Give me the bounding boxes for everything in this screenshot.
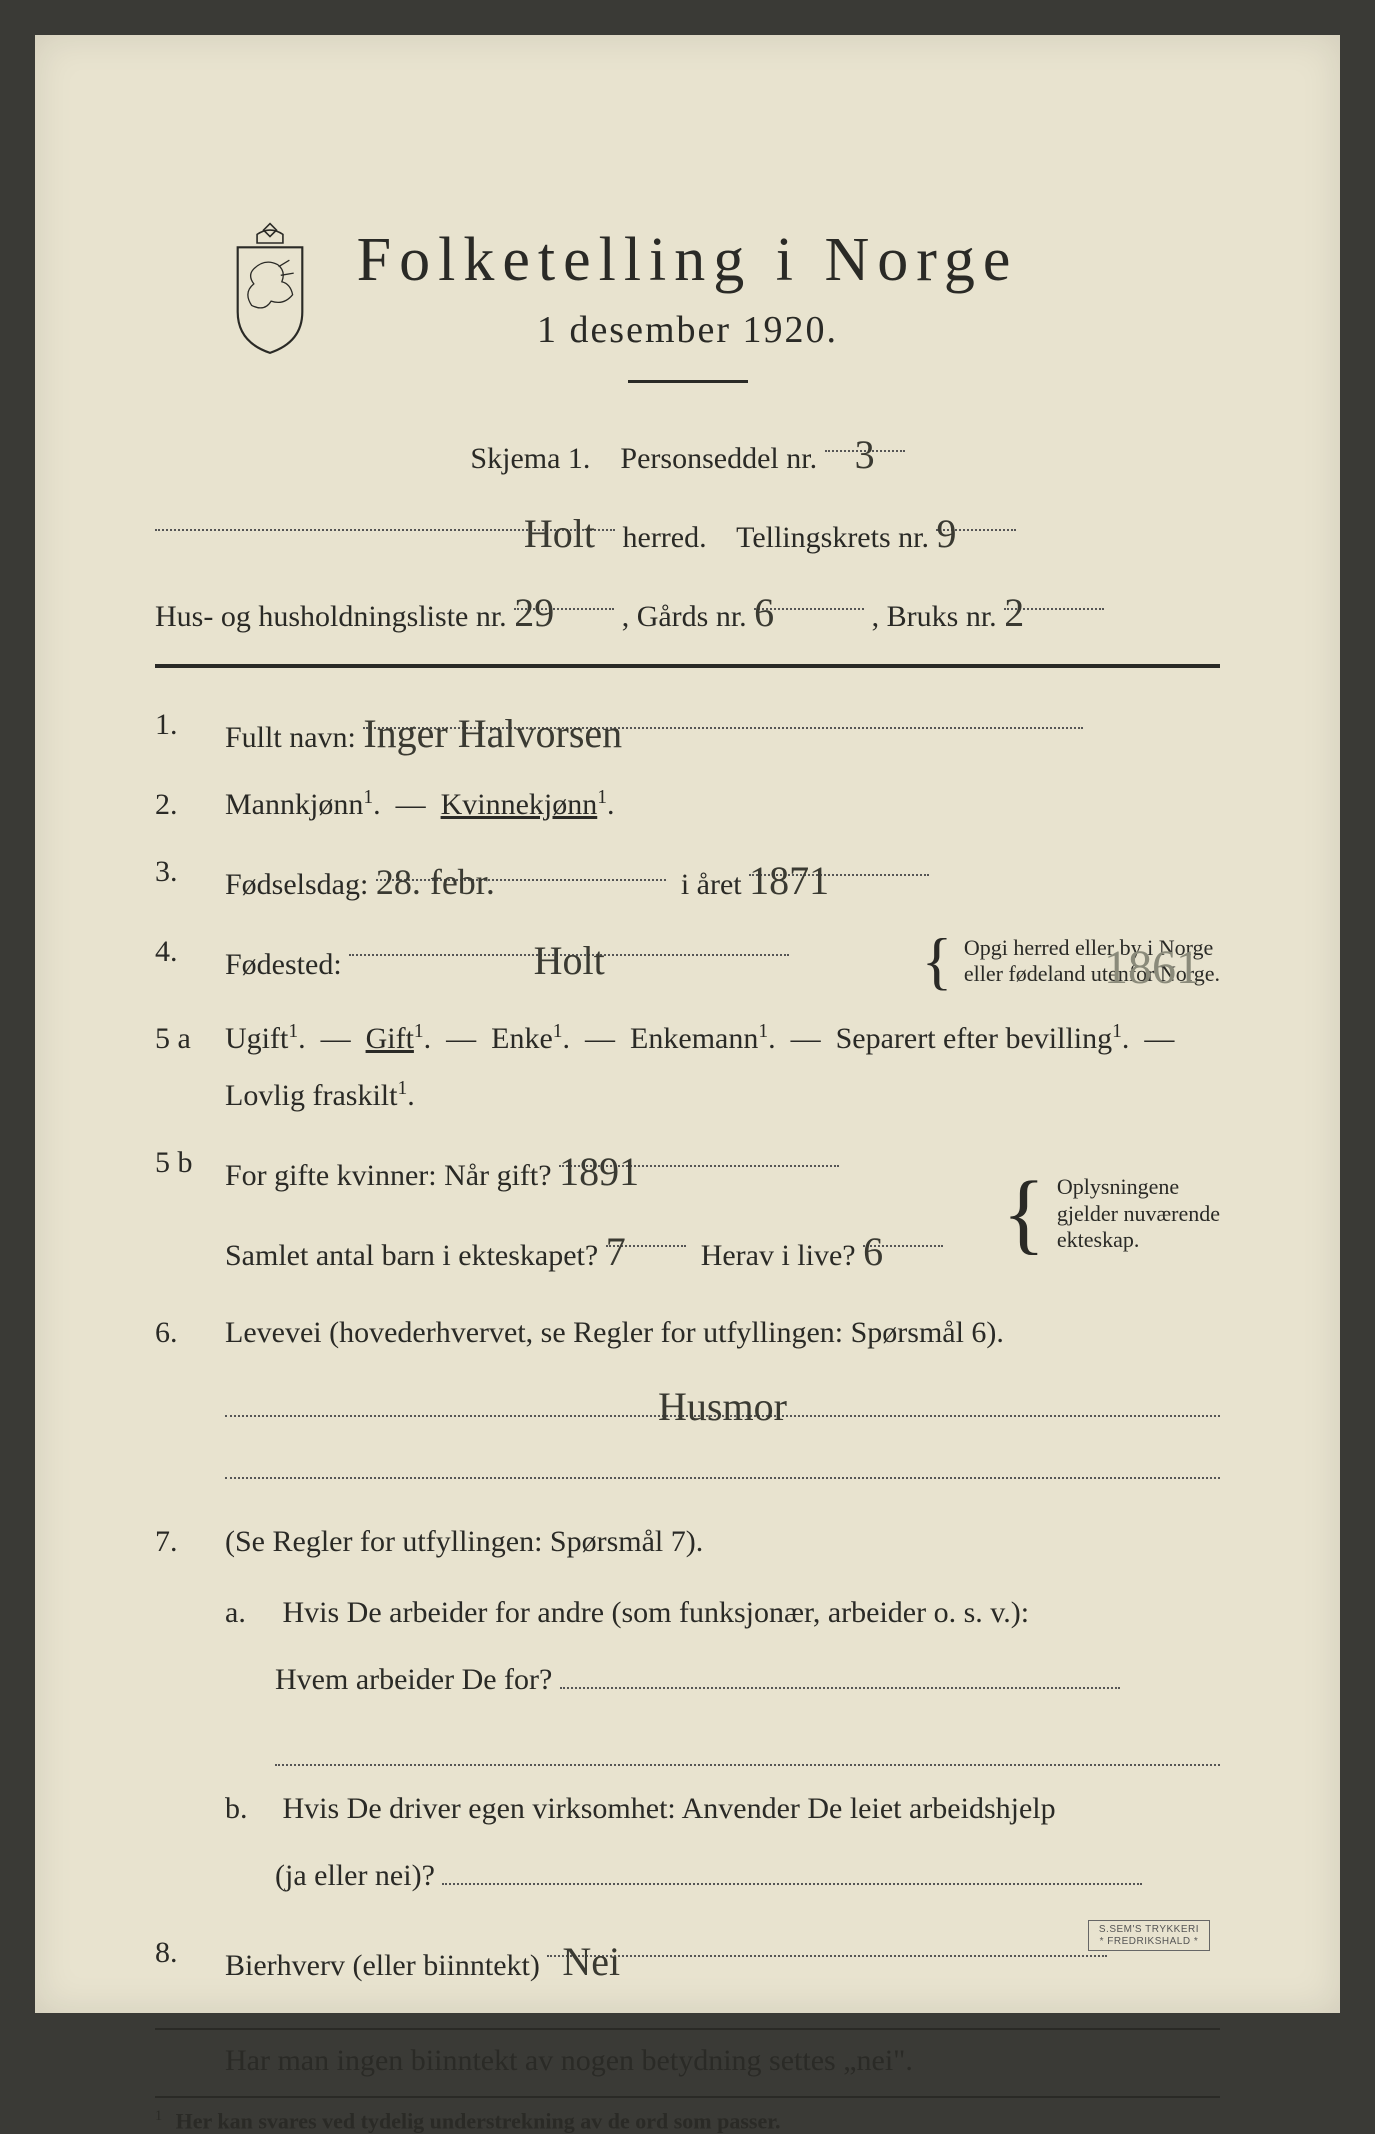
census-form-page: Folketelling i Norge 1 desember 1920. Sk…: [35, 35, 1340, 2013]
printer-line1: S.SEM'S TRYKKERI: [1099, 1924, 1199, 1936]
q1-label: Fullt navn:: [225, 721, 356, 754]
q5b-barn: 7: [606, 1214, 626, 1290]
q5b-year: 1891: [559, 1134, 639, 1210]
q4: 4. Fødested: Holt { Opgi herred eller by…: [155, 923, 1220, 1000]
q5a: 5 a Ugift1. — Gift1. — Enke1. — Enkemann…: [155, 1010, 1220, 1124]
herred-value: Holt: [524, 498, 595, 570]
q7-label: (Se Regler for utfyllingen: Spørsmål 7).: [225, 1525, 703, 1558]
q6: 6. Levevei (hovederhvervet, se Regler fo…: [155, 1304, 1220, 1493]
q5b-label1: For gifte kvinner: Når gift?: [225, 1159, 552, 1192]
q1-num: 1.: [155, 696, 225, 766]
q3: 3. Fødselsdag: 28. febr. i året 1871: [155, 843, 1220, 913]
heavy-rule: [155, 664, 1220, 668]
q5a-separert: Separert efter bevilling: [836, 1022, 1113, 1055]
title-rule: [628, 380, 748, 383]
q3-year: 1871: [749, 843, 829, 919]
q5b-hint2: gjelder nuværende: [1057, 1201, 1220, 1226]
q8-label: Bierhverv (eller biinntekt): [225, 1949, 540, 1982]
personseddel-nr: 3: [855, 419, 875, 491]
q5b-live: 6: [863, 1214, 883, 1290]
q8-value: Nei: [562, 1924, 620, 2000]
q5a-ugift: Ugift: [225, 1022, 288, 1055]
gards-nr: 6: [754, 577, 774, 649]
thin-rule: [155, 2028, 1220, 2030]
q5a-fraskilt: Lovlig fraskilt: [225, 1079, 397, 1112]
q8-num: 8.: [155, 1924, 225, 1994]
q3-num: 3.: [155, 843, 225, 913]
footer-note: Har man ingen biinntekt av nogen betydni…: [225, 2044, 1220, 2078]
hus-label: Hus- og husholdningsliste nr.: [155, 600, 507, 633]
q5a-gift: Gift: [366, 1022, 414, 1055]
bruks-nr: 2: [1004, 577, 1024, 649]
footnote: 1 Her kan svares ved tydelig understrekn…: [155, 2108, 1220, 2134]
pencil-annotation: 1861: [1104, 940, 1200, 995]
q5b-num: 5 b: [155, 1134, 225, 1294]
q5b-label2: Samlet antal barn i ekteskapet?: [225, 1239, 598, 1272]
q1-value: Inger Halvorsen: [363, 696, 622, 772]
bruks-label: , Bruks nr.: [872, 600, 997, 633]
q6-value: Husmor: [658, 1369, 787, 1445]
meta-line-skjema: Skjema 1. Personseddel nr. 3: [155, 419, 1220, 486]
meta-block: Skjema 1. Personseddel nr. 3 Holt herred…: [155, 419, 1220, 644]
q5a-enke: Enke: [491, 1022, 553, 1055]
footnote-text: Her kan svares ved tydelig understreknin…: [176, 2108, 781, 2133]
q3-label: Fødselsdag:: [225, 868, 368, 901]
q3-year-label: i året: [681, 868, 742, 901]
printer-line2: * FREDRIKSHALD *: [1099, 1936, 1199, 1948]
q3-day: 28. febr.: [376, 848, 495, 916]
q6-num: 6.: [155, 1304, 225, 1493]
printer-stamp: S.SEM'S TRYKKERI * FREDRIKSHALD *: [1088, 1920, 1210, 1951]
questions: 1. Fullt navn: Inger Halvorsen 2. Mannkj…: [155, 696, 1220, 1994]
q5b-hint3: ekteskap.: [1057, 1227, 1139, 1252]
q5b-hint: { Oplysningene gjelder nuværende ekteska…: [1002, 1160, 1220, 1268]
q7-num: 7.: [155, 1513, 225, 1914]
skjema-label: Skjema 1.: [470, 442, 590, 475]
hus-nr: 29: [514, 577, 554, 649]
q6-label: Levevei (hovederhvervet, se Regler for u…: [225, 1316, 1004, 1349]
q7a-label: Hvis De arbeider for andre (som funksjon…: [283, 1596, 1030, 1629]
q4-value: Holt: [534, 923, 605, 999]
coat-of-arms-icon: [215, 215, 325, 355]
q2: 2. Mannkjønn1. — Kvinnekjønn1.: [155, 776, 1220, 833]
q8: 8. Bierhverv (eller biinntekt) Nei: [155, 1924, 1220, 1994]
q2-mann: Mannkjønn: [225, 788, 363, 821]
q5b-hint1: Oplysningene: [1057, 1174, 1179, 1199]
q4-label: Fødested:: [225, 948, 342, 981]
q4-num: 4.: [155, 923, 225, 1000]
q7b-label: Hvis De driver egen virksomhet: Anvender…: [283, 1792, 1056, 1825]
q2-num: 2.: [155, 776, 225, 833]
q7: 7. (Se Regler for utfyllingen: Spørsmål …: [155, 1513, 1220, 1914]
tellingskrets-nr: 9: [936, 498, 956, 570]
q7a-q: Hvem arbeider De for?: [275, 1663, 552, 1696]
footnote-rule: [155, 2096, 1220, 2098]
gards-label: , Gårds nr.: [622, 600, 747, 633]
herred-label: herred.: [623, 521, 707, 554]
q5a-num: 5 a: [155, 1010, 225, 1124]
q1: 1. Fullt navn: Inger Halvorsen: [155, 696, 1220, 766]
meta-line-hus: Hus- og husholdningsliste nr. 29 , Gårds…: [155, 577, 1220, 644]
q2-kvinne: Kvinnekjønn: [441, 788, 598, 821]
q7b-q: (ja eller nei)?: [275, 1859, 435, 1892]
meta-line-herred: Holt herred. Tellingskrets nr. 9: [155, 498, 1220, 565]
q5b: 5 b For gifte kvinner: Når gift? 1891 Sa…: [155, 1134, 1220, 1294]
tellingskrets-label: Tellingskrets nr.: [736, 521, 929, 554]
q5b-herav-label: Herav i live?: [701, 1239, 856, 1272]
personseddel-label: Personseddel nr.: [620, 442, 817, 475]
q5a-enkemann: Enkemann: [630, 1022, 758, 1055]
